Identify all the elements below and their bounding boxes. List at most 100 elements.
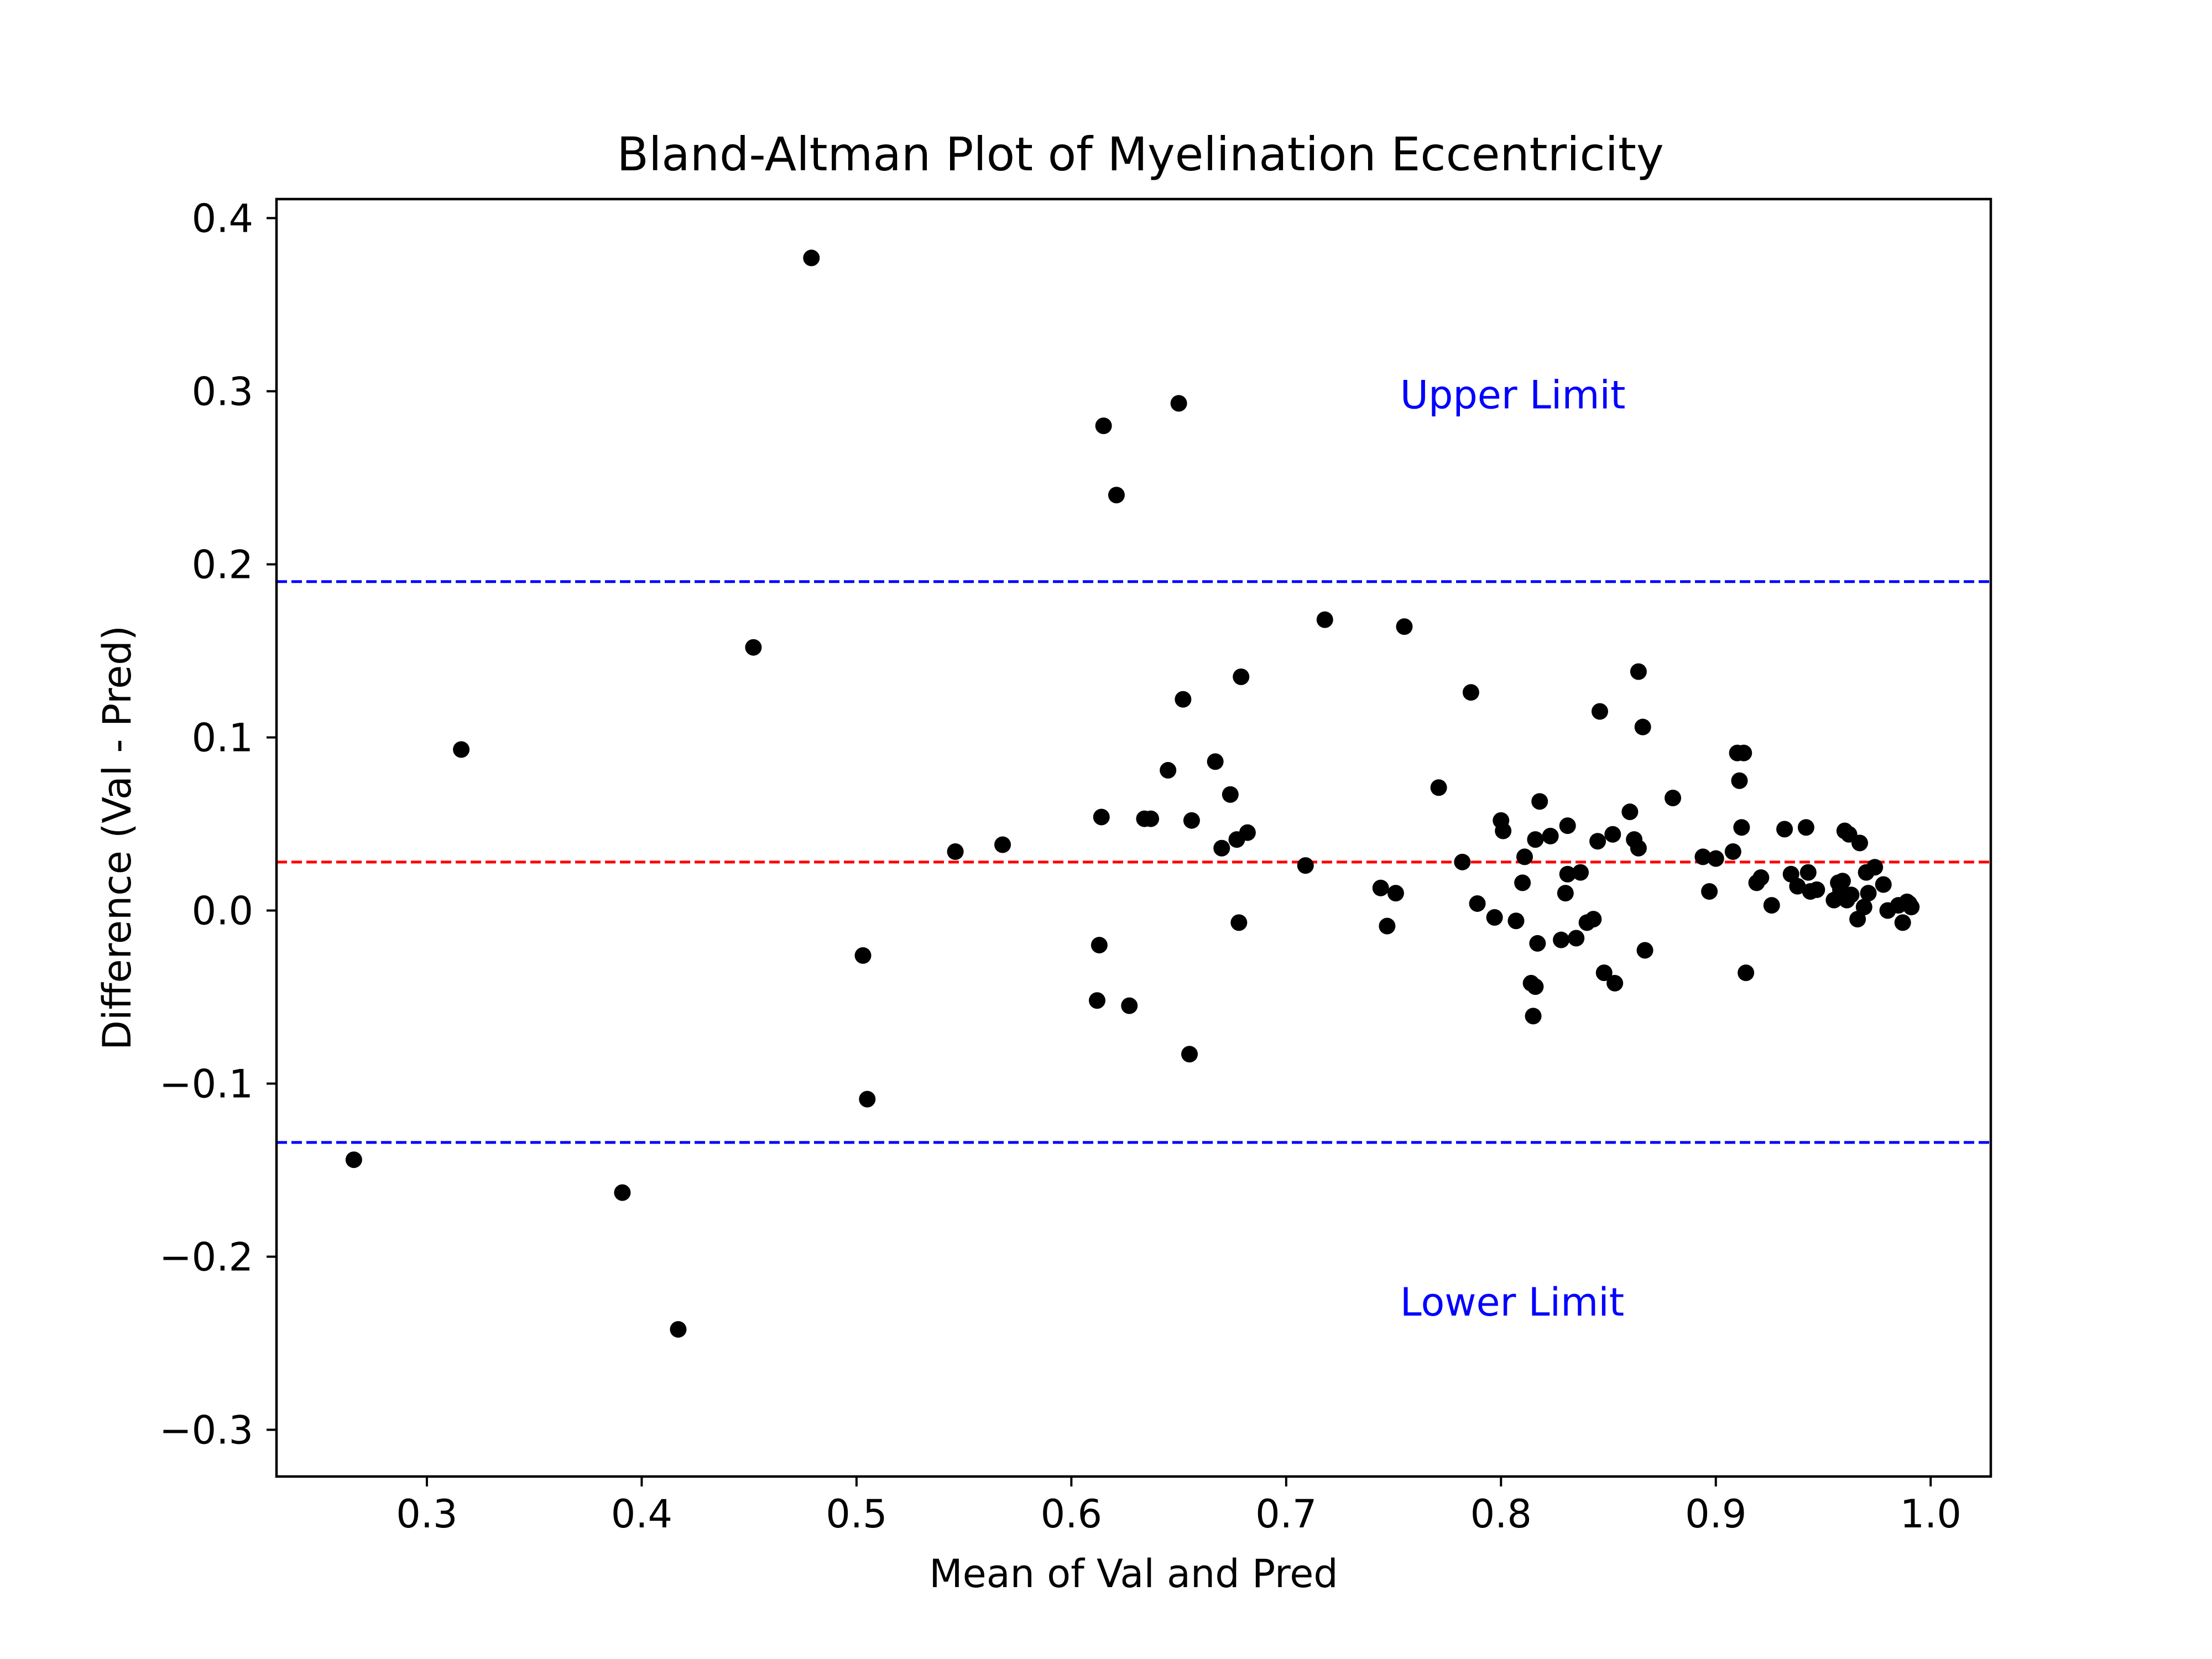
x-tick-label: 0.6 — [1041, 1491, 1102, 1537]
data-point — [1507, 912, 1525, 930]
y-tick-label: 0.0 — [192, 888, 253, 933]
data-point — [1568, 930, 1585, 947]
data-point — [1183, 812, 1200, 829]
data-point — [1142, 810, 1160, 827]
data-point — [1525, 1008, 1542, 1025]
data-point — [1516, 848, 1533, 865]
y-tick-label: −0.2 — [159, 1234, 253, 1280]
data-point — [1595, 964, 1613, 982]
data-point — [994, 836, 1011, 853]
data-point — [345, 1151, 362, 1168]
data-point — [1735, 744, 1752, 761]
y-axis-ticks: −0.3 −0.2 −0.1 0.0 0.1 0.2 0.3 0.4 — [159, 196, 276, 1453]
data-point — [1636, 942, 1653, 959]
data-point — [1630, 839, 1647, 857]
data-point — [1694, 848, 1712, 865]
data-point — [1808, 881, 1825, 898]
data-point — [1630, 663, 1647, 680]
data-point — [1527, 978, 1544, 995]
data-point — [1585, 911, 1602, 928]
data-point — [1469, 895, 1486, 912]
y-tick-label: 0.2 — [192, 542, 253, 587]
data-point — [1843, 886, 1860, 904]
x-tick-label: 0.7 — [1255, 1491, 1317, 1537]
data-point — [453, 741, 470, 758]
lower-limit-label: Lower Limit — [1400, 1280, 1624, 1325]
data-point — [1529, 935, 1546, 952]
data-point — [1396, 618, 1413, 635]
data-point — [1095, 418, 1112, 435]
data-point — [1160, 761, 1177, 779]
data-point — [1387, 885, 1404, 902]
data-point — [1316, 611, 1333, 628]
plot-frame — [275, 197, 1992, 1478]
x-tick-label: 0.3 — [396, 1491, 457, 1537]
data-point — [1731, 772, 1748, 789]
data-point — [1088, 992, 1105, 1009]
x-tick-label: 0.4 — [611, 1491, 672, 1537]
data-point — [854, 947, 872, 964]
chart-title: Bland-Altman Plot of Myelination Eccentr… — [617, 127, 1663, 181]
data-point — [670, 1321, 687, 1338]
data-point — [1799, 864, 1817, 881]
data-point — [1591, 703, 1608, 720]
data-point — [1894, 914, 1911, 931]
y-tick-label: −0.1 — [159, 1061, 253, 1107]
data-point — [1572, 864, 1589, 881]
data-point — [1553, 931, 1570, 948]
data-point — [1297, 857, 1314, 874]
data-point — [1763, 897, 1780, 914]
data-point — [947, 843, 964, 860]
data-point — [1514, 874, 1531, 891]
data-point — [1121, 997, 1138, 1014]
upper-limit-label: Upper Limit — [1400, 373, 1626, 418]
data-point — [1776, 821, 1793, 838]
data-point — [1454, 853, 1471, 870]
data-point — [1230, 914, 1248, 931]
data-point — [1379, 917, 1396, 935]
data-point — [1866, 859, 1884, 876]
data-point — [1213, 839, 1230, 857]
data-point — [1606, 974, 1624, 992]
x-axis-label: Mean of Val and Pred — [929, 1551, 1338, 1597]
data-point — [1170, 395, 1187, 412]
data-point — [1604, 826, 1621, 843]
data-point — [1855, 899, 1872, 916]
data-point — [1851, 834, 1869, 852]
data-point — [1903, 899, 1920, 916]
data-point — [1559, 865, 1576, 883]
x-tick-label: 0.9 — [1685, 1491, 1746, 1537]
data-point — [1430, 779, 1447, 796]
y-tick-label: 0.3 — [192, 369, 253, 414]
data-point — [1834, 873, 1851, 890]
data-point — [1542, 827, 1559, 844]
x-tick-label: 0.8 — [1470, 1491, 1532, 1537]
data-point — [1701, 883, 1718, 900]
data-points — [345, 249, 1920, 1338]
data-point — [1093, 808, 1110, 826]
data-point — [1789, 878, 1806, 895]
data-point — [803, 249, 820, 267]
y-tick-label: 0.4 — [192, 196, 253, 241]
data-point — [1559, 817, 1576, 834]
data-point — [1621, 804, 1639, 821]
data-point — [1486, 909, 1503, 926]
data-point — [1589, 833, 1606, 850]
data-point — [1860, 885, 1877, 902]
y-tick-label: −0.3 — [159, 1407, 253, 1453]
data-point — [1207, 753, 1224, 770]
data-point — [1181, 1046, 1198, 1063]
data-point — [1797, 819, 1814, 836]
x-tick-label: 1.0 — [1900, 1491, 1961, 1537]
data-point — [1108, 487, 1125, 504]
data-point — [1527, 831, 1544, 848]
data-point — [1634, 718, 1651, 735]
data-point — [745, 639, 762, 656]
data-point — [1233, 668, 1250, 685]
data-point — [1738, 964, 1755, 982]
data-point — [1372, 879, 1389, 896]
data-point — [1175, 691, 1192, 708]
data-point — [1495, 822, 1512, 839]
